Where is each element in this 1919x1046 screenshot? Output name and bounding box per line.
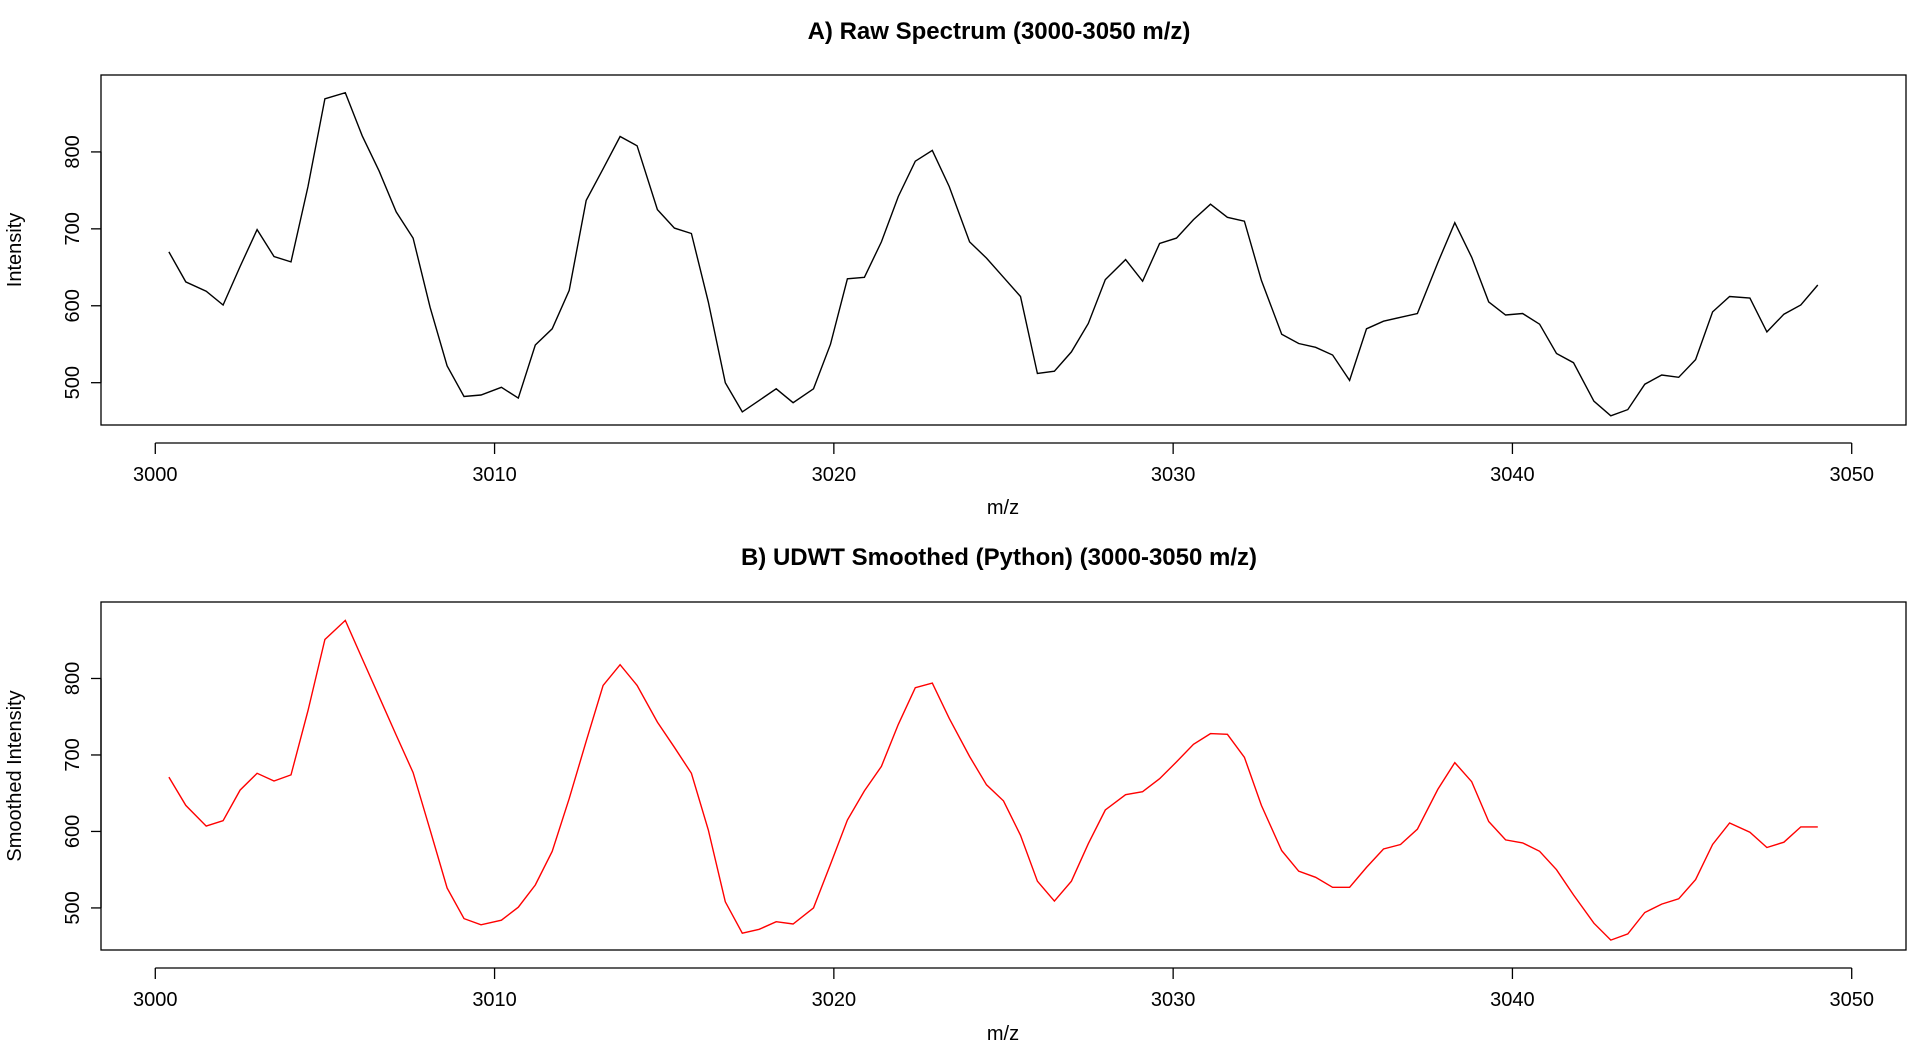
x-tick-label: 3050 [1829,989,1874,1011]
x-tick-label: 3030 [1151,464,1196,486]
x-tick-label: 3010 [472,464,517,486]
y-axis-label: Intensity [4,213,26,287]
x-axis: 3000 3010 3020 3030 3040 3050 [133,967,1874,1011]
x-axis-label: m/z [987,1023,1019,1045]
panel-a: A) Raw Spectrum (3000-3050 m/z) 3000 3010… [4,18,1907,519]
x-tick-label: 3010 [472,989,517,1011]
x-axis-label: m/z [987,497,1019,519]
panel-b: B) UDWT Smoothed (Python) (3000-3050 m/z… [4,544,1907,1045]
chart-title: A) Raw Spectrum (3000-3050 m/z) [808,18,1191,45]
y-tick-label: 800 [62,135,84,168]
x-tick-label: 3030 [1151,989,1196,1011]
y-axis: 500 600 700 800 [62,135,102,399]
x-tick-label: 3000 [133,464,178,486]
y-tick-label: 500 [62,366,84,399]
x-tick-label: 3050 [1829,464,1874,486]
x-tick-label: 3020 [812,989,857,1011]
data-line [168,91,1819,417]
x-tick-label: 3040 [1490,464,1535,486]
y-tick-label: 700 [62,738,84,771]
x-tick-label: 3000 [133,989,178,1011]
x-tick-label: 3040 [1490,989,1535,1011]
data-line [168,619,1818,941]
y-axis-label: Smoothed Intensity [4,690,26,861]
y-tick-label: 600 [62,289,84,322]
y-tick-label: 600 [62,815,84,848]
y-tick-label: 800 [62,662,84,695]
chart-title: B) UDWT Smoothed (Python) (3000-3050 m/z… [741,544,1257,571]
y-tick-label: 700 [62,212,84,245]
y-axis: 500 600 700 800 [62,662,102,925]
x-tick-label: 3020 [812,464,857,486]
x-axis: 3000 3010 3020 3030 3040 3050 [133,442,1874,486]
y-tick-label: 500 [62,891,84,924]
